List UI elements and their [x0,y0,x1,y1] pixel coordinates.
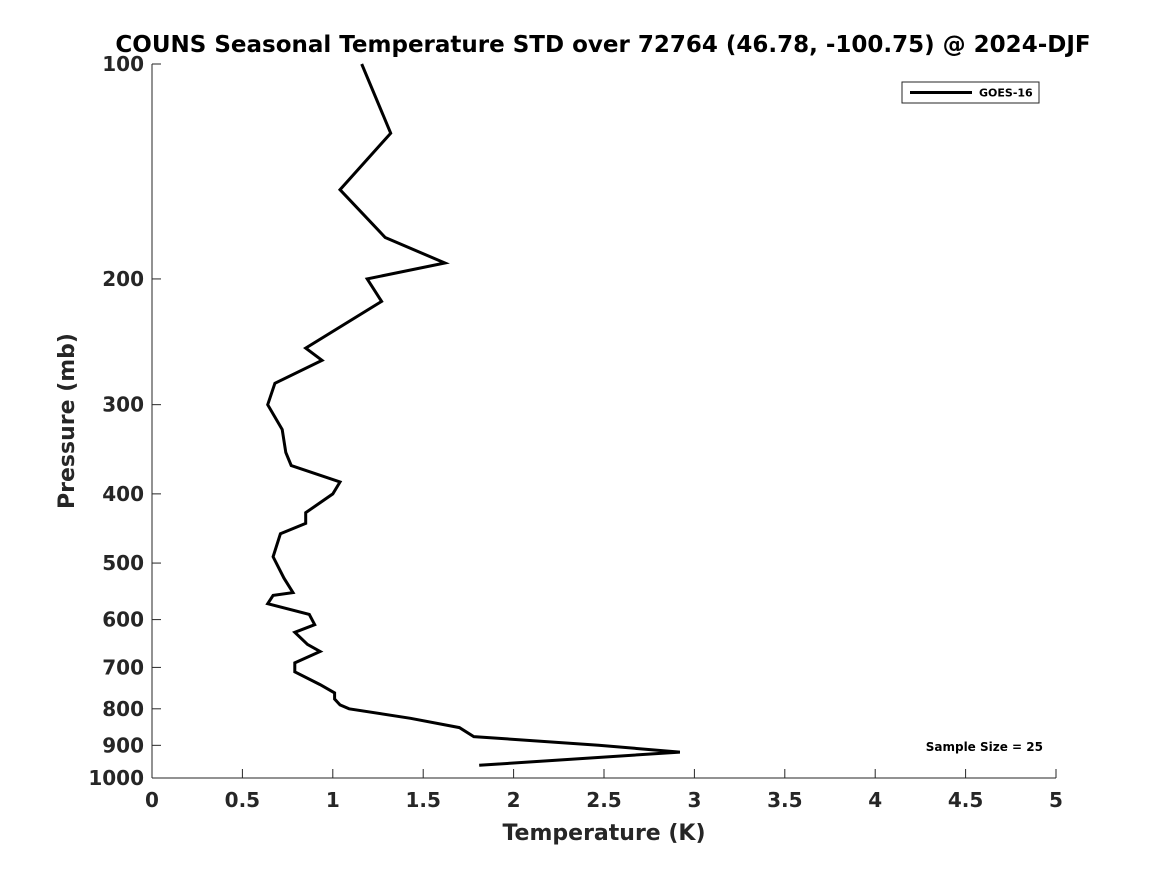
x-tick-label: 3 [687,788,701,812]
y-tick-label: 800 [102,697,144,721]
y-tick-label: 600 [102,608,144,632]
x-tick-label: 5 [1049,788,1063,812]
x-tick-label: 2.5 [586,788,621,812]
x-tick-label: 3.5 [767,788,802,812]
legend: GOES-16 [901,81,1040,104]
y-tick-label: 200 [102,267,144,291]
x-tick-label: 1 [326,788,340,812]
legend-label: GOES-16 [979,87,1033,100]
x-tick-label: 0 [145,788,159,812]
y-tick-label: 900 [102,733,144,757]
y-tick-label: 700 [102,655,144,679]
x-tick-label: 2 [507,788,521,812]
x-tick-label: 1.5 [405,788,440,812]
y-tick-label: 500 [102,551,144,575]
x-axis-label: Temperature (K) [502,821,705,846]
y-axis-label: Pressure (mb) [55,333,80,509]
y-tick-label: 100 [102,52,144,76]
sample-size-annotation: Sample Size = 25 [926,740,1043,754]
y-tick-label: 1000 [88,766,144,790]
x-tick-label: 0.5 [225,788,260,812]
x-tick-label: 4.5 [948,788,983,812]
x-tick-label: 4 [868,788,882,812]
chart-title: COUNS Seasonal Temperature STD over 7276… [115,32,1090,58]
y-tick-label: 300 [102,393,144,417]
plot-area: 0 0.5 1 1.5 2 2.5 3 3.5 4 4.5 5 100 200 300 400 500 600 7… [88,52,1063,812]
y-tick-label: 400 [102,482,144,506]
series-line [265,63,681,767]
